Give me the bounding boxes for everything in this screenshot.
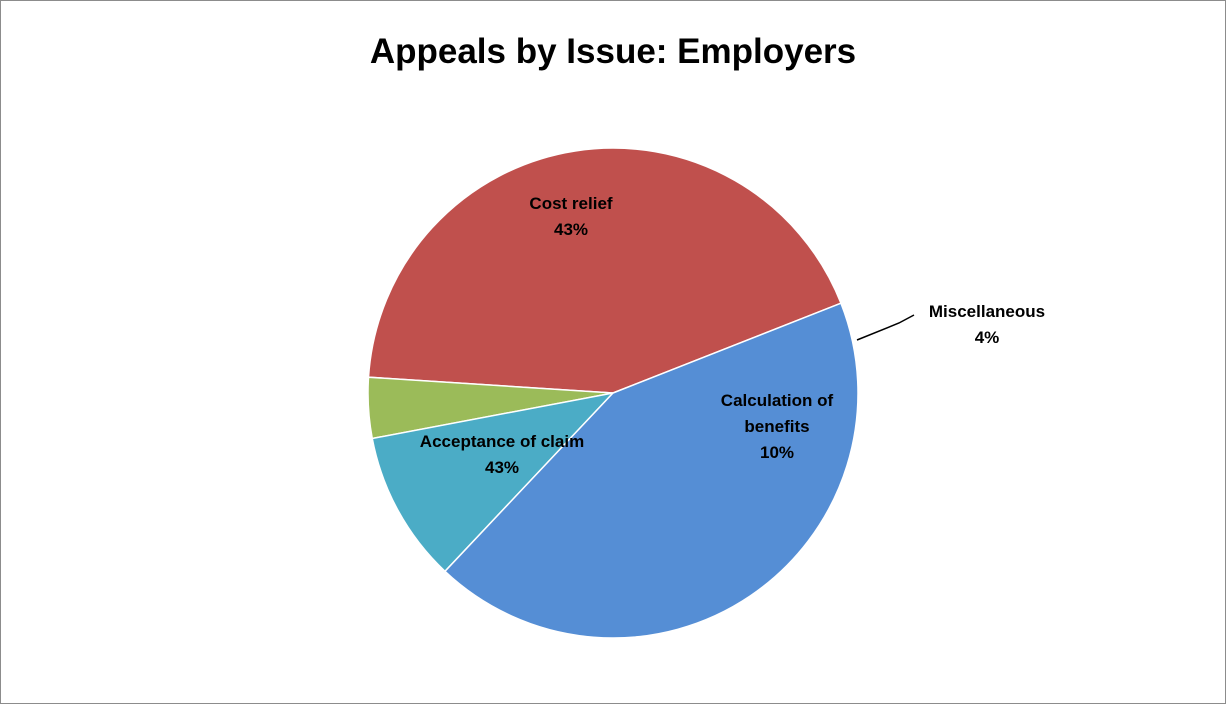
leader-line-miscellaneous (856, 314, 915, 341)
pie-slices (367, 147, 859, 639)
slice-category-text: Calculation of (721, 391, 834, 410)
pie-slice-acceptance-of-claim (443, 302, 859, 639)
slice-percent-text: 10% (760, 443, 794, 462)
pie-slice-calculation-of-benefits (371, 391, 616, 573)
slice-category-text: Acceptance of claim (420, 432, 584, 451)
slice-percent-text: 43% (485, 458, 519, 477)
slice-percent-text: 43% (554, 220, 588, 239)
pie-slice-cost-relief (367, 147, 842, 394)
slice-label-miscellaneous: Miscellaneous 4% (929, 302, 1045, 347)
slice-label-calculation-of-benefits: Calculation of benefits 10% (721, 391, 834, 462)
slice-label-acceptance-of-claim: Acceptance of claim 43% (420, 432, 584, 477)
chart-title: Appeals by Issue: Employers (369, 32, 857, 71)
slice-category-text: benefits (744, 417, 809, 436)
slice-labels: Cost relief 43% Miscellaneous 4% Calculation… (420, 194, 1045, 477)
slice-category-text: Cost relief (529, 194, 612, 213)
slice-label-cost-relief: Cost relief 43% (529, 194, 612, 239)
slice-percent-text: 4% (975, 328, 1000, 347)
slice-category-text: Miscellaneous (929, 302, 1045, 321)
leader-lines (856, 314, 915, 341)
